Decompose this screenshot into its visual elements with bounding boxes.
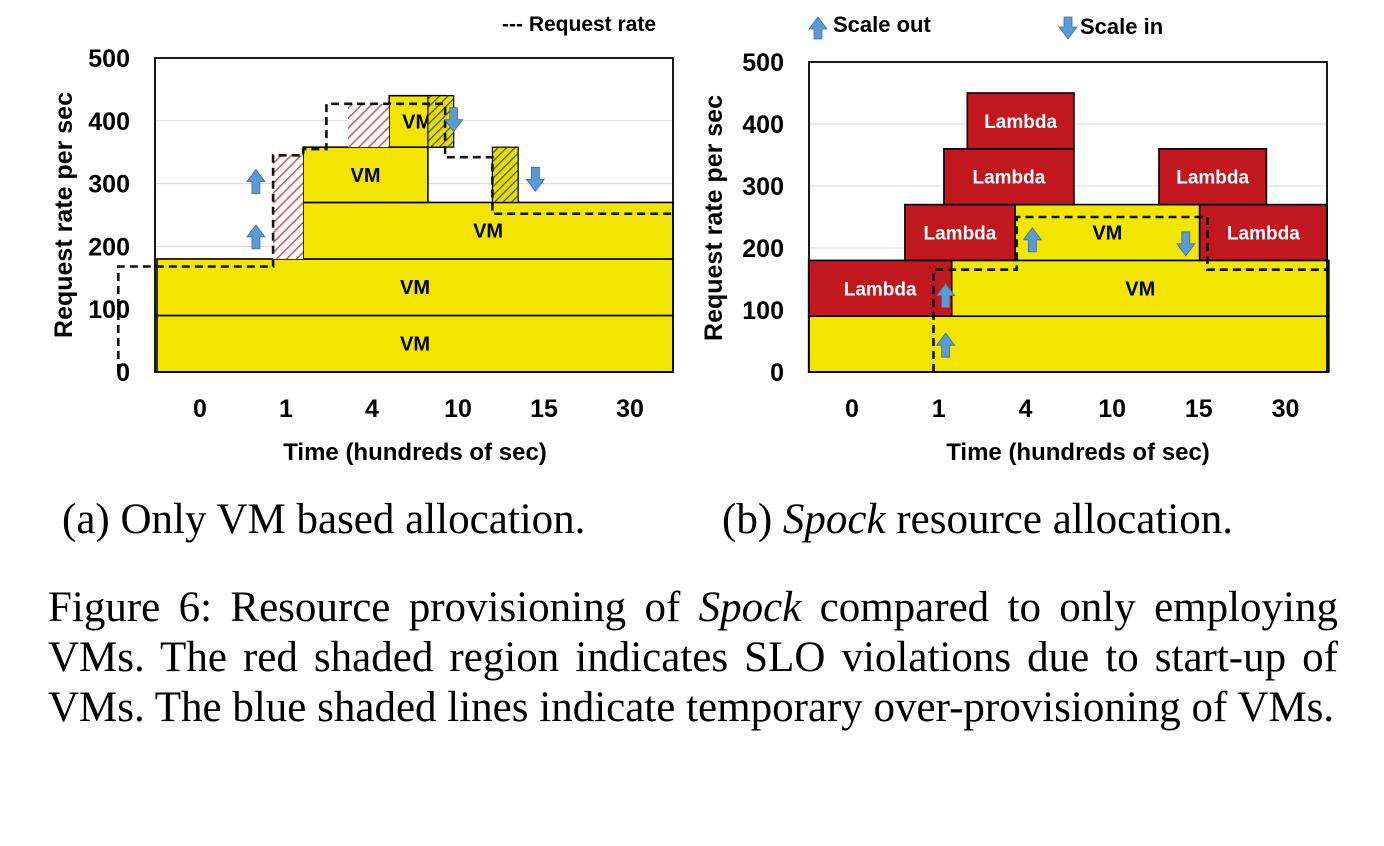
y-tick-label: 200 [88, 233, 130, 261]
y-tick-label: 400 [742, 111, 784, 139]
scale-out-arrow-icon [935, 282, 956, 308]
chart-panel-b: VM VM Lambda Lambda Lambda Lambda Lambda Lambda… [700, 49, 1330, 466]
y-axis-label: Request rate per sec [700, 95, 728, 341]
y-tick-label: 500 [742, 49, 784, 77]
x-tick-label: 1 [279, 395, 293, 423]
vm-block [807, 315, 1330, 373]
legend-scale-in-label: Scale in [1080, 14, 1163, 39]
slo-violation-region [347, 103, 390, 148]
vm-label: VM [402, 111, 432, 133]
request-rate-line [117, 102, 673, 372]
lambda-label: Lambda [844, 279, 917, 300]
lambda-label: Lambda [1176, 168, 1249, 189]
plot-frame [808, 61, 1328, 373]
lambda-label: Lambda [972, 168, 1045, 189]
x-tick-label: 15 [530, 395, 558, 423]
x-axis-label: Time (hundreds of sec) [283, 439, 547, 466]
x-tick-label: 30 [616, 395, 644, 423]
scale-in-arrow-icon [443, 107, 464, 133]
subcaption-b: (b) Spock resource allocation. [722, 495, 1233, 544]
plot-frame [154, 57, 674, 373]
y-tick-label: 0 [770, 359, 784, 387]
lambda-label: Lambda [924, 224, 997, 245]
scale-in-arrow-icon [525, 166, 546, 192]
scale-out-arrow-icon [808, 16, 828, 40]
x-tick-label: 15 [1185, 395, 1213, 423]
request-rate-line [932, 215, 1329, 372]
y-tick-label: 500 [88, 45, 130, 73]
scale-out-arrow-icon [246, 168, 266, 194]
legend-scale-out: Scale out [808, 12, 931, 40]
y-tick-label: 300 [88, 171, 130, 199]
lambda-block [943, 148, 1075, 206]
lambda-block [807, 259, 953, 317]
lambda-block [1158, 148, 1268, 206]
y-tick-label: 100 [88, 296, 130, 324]
vm-block [302, 201, 674, 260]
x-tick-label: 0 [193, 395, 207, 423]
lambda-block [966, 92, 1075, 150]
slo-violation-region [273, 155, 304, 259]
vm-label: VM [1125, 278, 1155, 300]
scale-out-arrow-icon [935, 332, 956, 358]
scale-out-arrow-icon [246, 224, 266, 250]
y-tick-label: 0 [116, 359, 130, 387]
y-axis-label: Request rate per sec [50, 92, 78, 338]
vm-block [156, 258, 674, 317]
subcaption-b-prefix: (b) [722, 496, 783, 543]
y-tick-label: 100 [742, 297, 784, 325]
scale-in-arrow-icon [1058, 16, 1078, 40]
x-tick-label: 4 [1018, 395, 1032, 423]
y-tick-label: 200 [742, 235, 784, 263]
vm-block [156, 314, 674, 373]
y-tick-label: 300 [742, 173, 784, 201]
figure-charts: --- Request rate Scale out Scale in VMVM… [50, 12, 1330, 466]
x-tick-label: 4 [365, 395, 379, 423]
figure-caption: Figure 6: Resource provisioning of Spock… [48, 583, 1338, 733]
vm-label: VM [473, 221, 503, 243]
over-provision-region [491, 146, 519, 204]
vm-label: VM [1092, 223, 1122, 245]
legend-request-rate: --- Request rate [502, 13, 656, 36]
legend-scale-out-label: Scale out [833, 12, 931, 37]
vm-label: VM [400, 334, 430, 356]
x-axis-label: Time (hundreds of sec) [946, 439, 1210, 466]
scale-out-arrow-icon [1022, 227, 1043, 253]
legend-request-rate-label: --- Request rate [502, 13, 656, 36]
x-tick-label: 1 [932, 395, 946, 423]
subcaption-b-suffix: resource allocation. [885, 496, 1233, 543]
figure-caption-suffix: compared to only employing VMs. The red … [48, 584, 1338, 731]
lambda-label: Lambda [1227, 224, 1300, 245]
vm-label: VM [351, 165, 381, 187]
scale-in-arrow-icon [1176, 231, 1196, 257]
x-tick-label: 30 [1272, 395, 1300, 423]
subcaption-b-spock: Spock [782, 496, 886, 543]
vm-label: VM [400, 277, 430, 299]
y-tick-label: 400 [88, 108, 130, 136]
lambda-block [904, 203, 1016, 262]
x-tick-label: 0 [845, 395, 859, 423]
x-tick-label: 10 [1098, 395, 1126, 423]
subcaption-a: (a) Only VM based allocation. [62, 496, 586, 543]
figure-caption-prefix: Figure 6: Resource provisioning of [48, 584, 699, 631]
lambda-block [1198, 203, 1328, 262]
x-tick-label: 10 [444, 395, 472, 423]
legend-scale-in: Scale in [1058, 14, 1163, 40]
chart-panel-a: VM VM VM VM VM 0 100 200 300 400 500 0 1 4 10 15 30 Req… [50, 45, 674, 466]
vm-block [1014, 203, 1201, 262]
lambda-label: Lambda [984, 112, 1057, 133]
figure-caption-spock: Spock [698, 584, 802, 631]
